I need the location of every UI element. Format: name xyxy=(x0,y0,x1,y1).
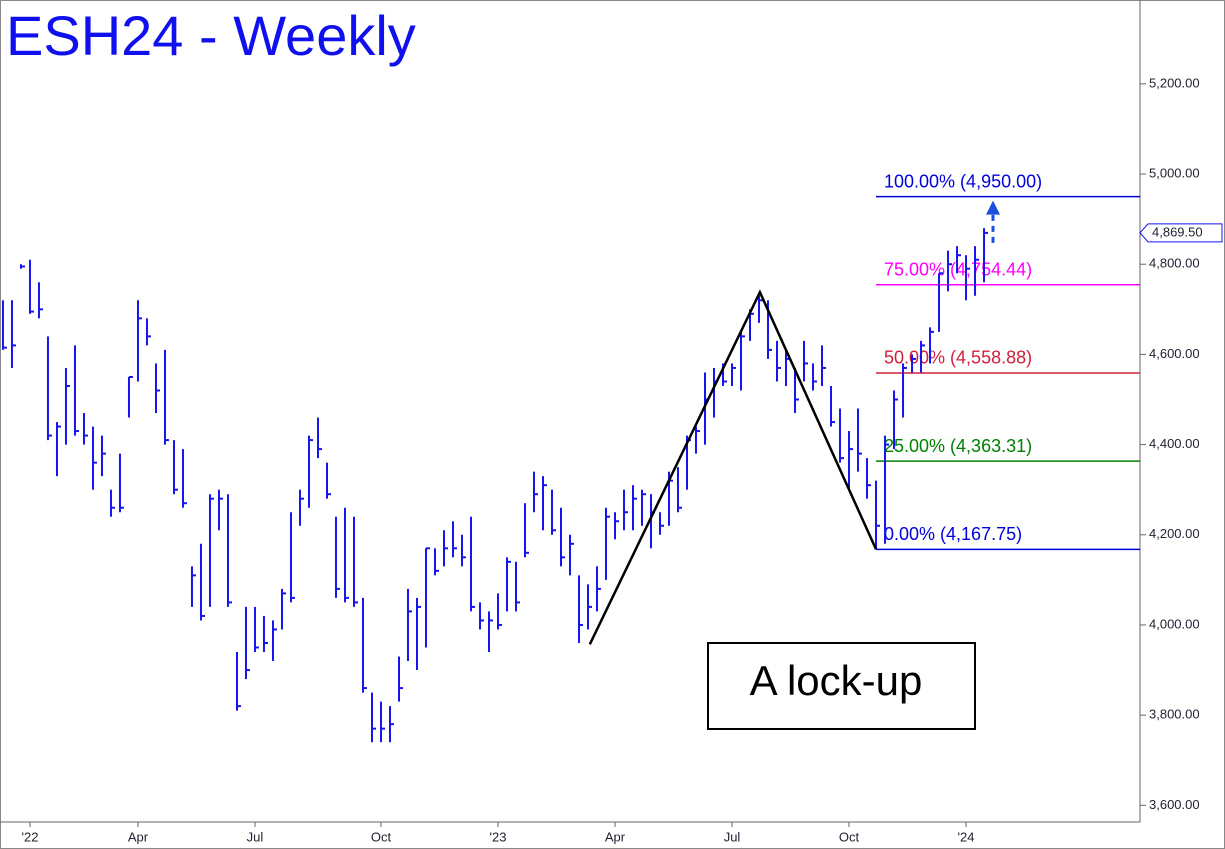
price-tag xyxy=(1139,223,1223,243)
y-tick-label: 5,200.00 xyxy=(1149,75,1200,90)
level-label: 25.00% (4,363.31) xyxy=(884,436,1032,456)
y-tick-label: 3,600.00 xyxy=(1149,797,1200,812)
pattern-line xyxy=(588,289,878,645)
annotation: A lock-up xyxy=(750,657,923,704)
y-tick-label: 5,000.00 xyxy=(1149,165,1200,180)
y-tick-label: 4,200.00 xyxy=(1149,526,1200,541)
x-tick-label: Oct xyxy=(839,829,860,844)
x-tick-label: '22 xyxy=(21,829,38,844)
level-label: 75.00% (4,754.44) xyxy=(884,260,1032,280)
level-label: 0.00% (4,167.75) xyxy=(884,524,1022,544)
annotation-box xyxy=(707,642,976,730)
price-tag-label: 4,869.50 xyxy=(1152,224,1203,239)
y-tick-label: 4,600.00 xyxy=(1149,346,1200,361)
y-tick-label: 4,400.00 xyxy=(1149,436,1200,451)
x-tick-label: '23 xyxy=(490,829,507,844)
y-tick-label: 4,000.00 xyxy=(1149,616,1200,631)
y-tick-label: 4,800.00 xyxy=(1149,256,1200,271)
x-tick-label: Apr xyxy=(605,829,626,844)
chart-title: ESH24 - Weekly xyxy=(6,4,416,67)
x-tick-label: Apr xyxy=(128,829,149,844)
x-tick-label: '24 xyxy=(958,829,975,844)
level-label: 100.00% (4,950.00) xyxy=(884,171,1042,191)
x-tick-label: Jul xyxy=(724,829,741,844)
level-label: 50.00% (4,558.88) xyxy=(884,348,1032,368)
x-tick-label: Oct xyxy=(371,829,392,844)
target-arrowhead xyxy=(986,200,1000,215)
y-tick-label: 3,800.00 xyxy=(1149,707,1200,722)
x-tick-label: Jul xyxy=(247,829,264,844)
